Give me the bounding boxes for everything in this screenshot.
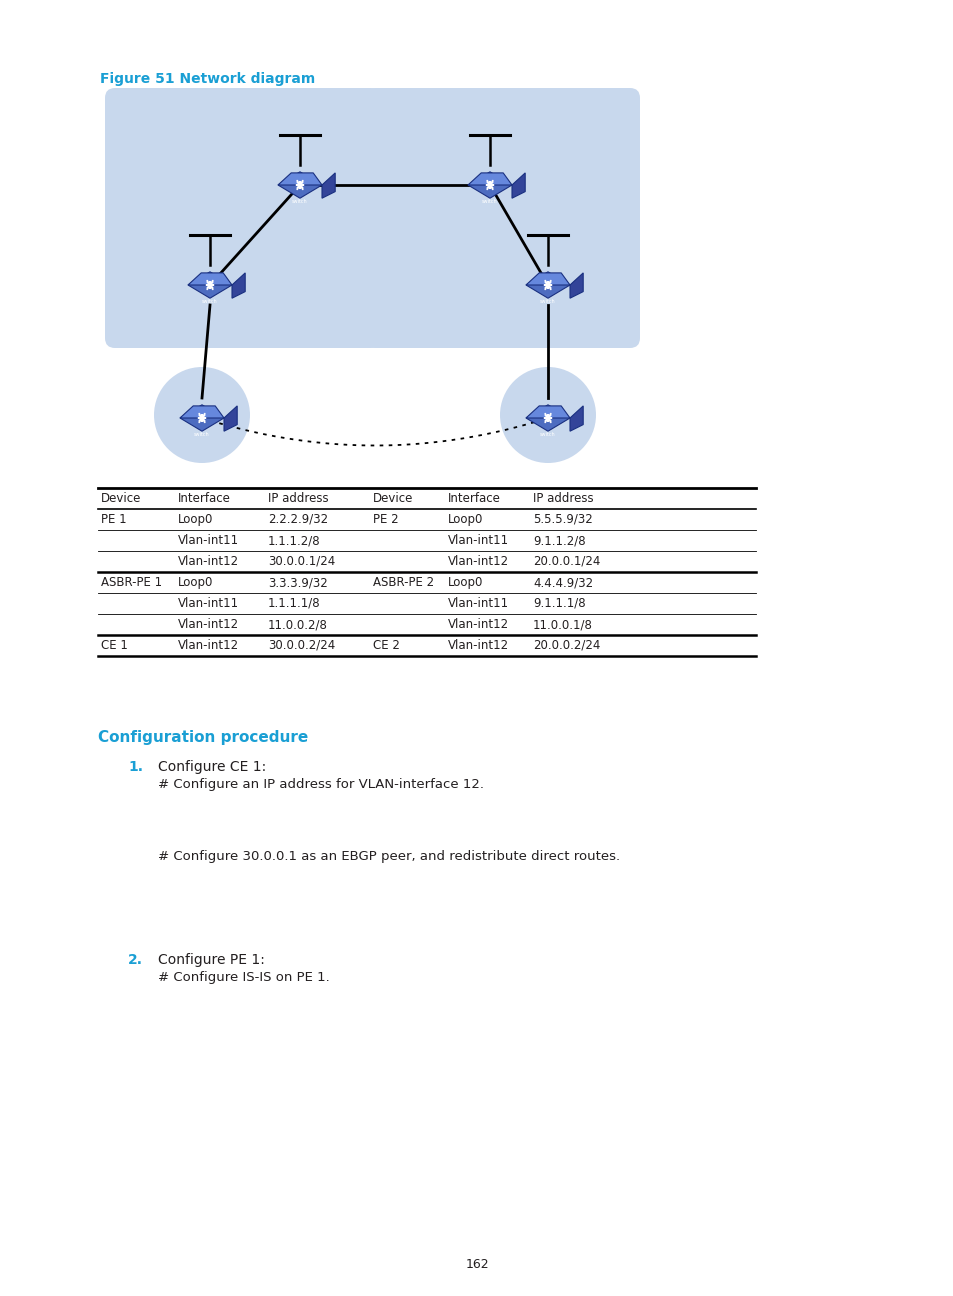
Polygon shape bbox=[569, 406, 582, 432]
Text: Loop0: Loop0 bbox=[448, 575, 483, 588]
FancyBboxPatch shape bbox=[365, 88, 639, 349]
Polygon shape bbox=[232, 273, 245, 298]
Text: 11.0.0.1/8: 11.0.0.1/8 bbox=[533, 618, 592, 631]
Polygon shape bbox=[525, 404, 569, 432]
FancyBboxPatch shape bbox=[105, 88, 379, 349]
Text: switch: switch bbox=[539, 299, 556, 305]
Text: Loop0: Loop0 bbox=[178, 513, 213, 526]
Text: Vlan-int12: Vlan-int12 bbox=[448, 555, 509, 568]
Polygon shape bbox=[525, 272, 569, 298]
Text: 1.1.1.2/8: 1.1.1.2/8 bbox=[268, 534, 320, 547]
Text: # Configure an IP address for VLAN-interface 12.: # Configure an IP address for VLAN-inter… bbox=[158, 778, 483, 791]
Text: 20.0.0.1/24: 20.0.0.1/24 bbox=[533, 555, 599, 568]
Text: 2.2.2.9/32: 2.2.2.9/32 bbox=[268, 513, 328, 526]
Text: PE 1: PE 1 bbox=[101, 513, 127, 526]
Polygon shape bbox=[512, 172, 525, 198]
Text: 4.4.4.9/32: 4.4.4.9/32 bbox=[533, 575, 593, 588]
Text: Loop0: Loop0 bbox=[178, 575, 213, 588]
Polygon shape bbox=[180, 406, 224, 419]
Circle shape bbox=[153, 367, 250, 463]
Polygon shape bbox=[322, 172, 335, 198]
Text: Interface: Interface bbox=[448, 492, 500, 505]
Text: Interface: Interface bbox=[178, 492, 231, 505]
Text: Vlan-int11: Vlan-int11 bbox=[178, 597, 239, 610]
Text: 30.0.0.2/24: 30.0.0.2/24 bbox=[268, 639, 335, 652]
Polygon shape bbox=[468, 172, 512, 198]
Circle shape bbox=[499, 367, 596, 463]
Text: Vlan-int12: Vlan-int12 bbox=[178, 555, 239, 568]
Polygon shape bbox=[525, 273, 569, 285]
Text: Device: Device bbox=[373, 492, 413, 505]
Text: switch: switch bbox=[539, 433, 556, 437]
Text: # Configure 30.0.0.1 as an EBGP peer, and redistribute direct routes.: # Configure 30.0.0.1 as an EBGP peer, an… bbox=[158, 850, 619, 863]
Text: 20.0.0.2/24: 20.0.0.2/24 bbox=[533, 639, 599, 652]
Polygon shape bbox=[188, 272, 232, 298]
Text: Device: Device bbox=[101, 492, 141, 505]
Polygon shape bbox=[525, 406, 569, 419]
Text: 1.: 1. bbox=[128, 759, 143, 774]
Text: 1.1.1.1/8: 1.1.1.1/8 bbox=[268, 597, 320, 610]
Text: Vlan-int12: Vlan-int12 bbox=[448, 639, 509, 652]
Text: Loop0: Loop0 bbox=[448, 513, 483, 526]
Text: 162: 162 bbox=[465, 1258, 488, 1271]
Polygon shape bbox=[468, 172, 512, 185]
Text: IP address: IP address bbox=[533, 492, 593, 505]
Text: switch: switch bbox=[481, 200, 497, 205]
Text: ASBR-PE 2: ASBR-PE 2 bbox=[373, 575, 434, 588]
Text: 30.0.0.1/24: 30.0.0.1/24 bbox=[268, 555, 335, 568]
Text: 2.: 2. bbox=[128, 953, 143, 967]
Polygon shape bbox=[188, 273, 232, 285]
Text: switch: switch bbox=[194, 433, 210, 437]
Text: Figure 51 Network diagram: Figure 51 Network diagram bbox=[100, 73, 314, 86]
Polygon shape bbox=[277, 172, 322, 185]
Text: switch: switch bbox=[202, 299, 217, 305]
Text: ASBR-PE 1: ASBR-PE 1 bbox=[101, 575, 162, 588]
Text: switch: switch bbox=[292, 200, 308, 205]
Text: CE 1: CE 1 bbox=[101, 639, 128, 652]
Text: Vlan-int11: Vlan-int11 bbox=[448, 597, 509, 610]
Text: Configure PE 1:: Configure PE 1: bbox=[158, 953, 265, 967]
Polygon shape bbox=[277, 172, 322, 198]
Text: 11.0.0.2/8: 11.0.0.2/8 bbox=[268, 618, 328, 631]
Text: Vlan-int11: Vlan-int11 bbox=[448, 534, 509, 547]
Text: Vlan-int12: Vlan-int12 bbox=[178, 639, 239, 652]
Text: Vlan-int11: Vlan-int11 bbox=[178, 534, 239, 547]
Text: 9.1.1.2/8: 9.1.1.2/8 bbox=[533, 534, 585, 547]
Text: Vlan-int12: Vlan-int12 bbox=[448, 618, 509, 631]
Text: 9.1.1.1/8: 9.1.1.1/8 bbox=[533, 597, 585, 610]
Text: PE 2: PE 2 bbox=[373, 513, 398, 526]
Text: # Configure IS-IS on PE 1.: # Configure IS-IS on PE 1. bbox=[158, 971, 330, 984]
Text: Configuration procedure: Configuration procedure bbox=[98, 730, 308, 745]
Polygon shape bbox=[569, 273, 582, 298]
Text: IP address: IP address bbox=[268, 492, 328, 505]
Text: Configure CE 1:: Configure CE 1: bbox=[158, 759, 266, 774]
Text: 5.5.5.9/32: 5.5.5.9/32 bbox=[533, 513, 592, 526]
Text: 3.3.3.9/32: 3.3.3.9/32 bbox=[268, 575, 328, 588]
Polygon shape bbox=[224, 406, 237, 432]
Polygon shape bbox=[180, 404, 224, 432]
Text: CE 2: CE 2 bbox=[373, 639, 399, 652]
Text: Vlan-int12: Vlan-int12 bbox=[178, 618, 239, 631]
